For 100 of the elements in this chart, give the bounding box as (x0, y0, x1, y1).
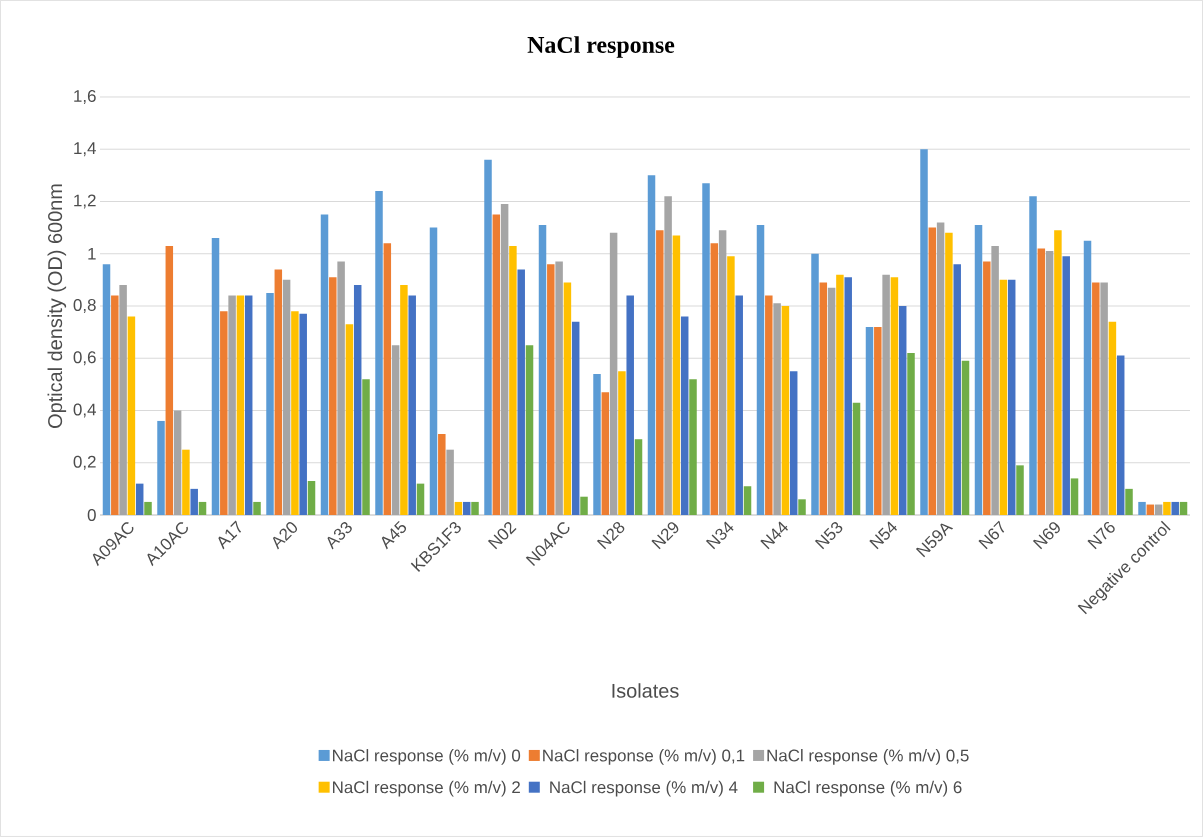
y-tick-label: 0,4 (73, 403, 96, 418)
bar (517, 269, 525, 515)
bar (500, 204, 509, 515)
bar (1070, 478, 1079, 515)
bar (1016, 465, 1024, 515)
bar (111, 295, 119, 515)
bar (798, 499, 806, 515)
bar (945, 232, 953, 515)
bar (710, 243, 719, 515)
y-tick-label: 1,6 (74, 89, 96, 104)
bar (1171, 501, 1179, 515)
bar (844, 277, 852, 515)
bar (634, 439, 643, 515)
bar (1045, 251, 1054, 515)
bar (672, 235, 681, 515)
bar (1092, 282, 1100, 515)
bar (446, 449, 454, 515)
bar (773, 303, 781, 515)
bar (492, 214, 501, 515)
bar (1083, 240, 1092, 515)
bar (173, 410, 182, 515)
bar (907, 353, 915, 515)
bar (329, 277, 337, 515)
y-tick-label: 0,8 (73, 298, 96, 313)
bar (438, 434, 446, 515)
bar (547, 264, 555, 515)
bar (618, 371, 626, 515)
bar (165, 245, 174, 515)
bar (882, 274, 890, 515)
bar (1125, 488, 1133, 515)
bar (429, 227, 438, 515)
bar (735, 295, 743, 515)
bar (375, 191, 383, 515)
x-tick-label: N02 (487, 521, 517, 550)
bar (1029, 196, 1037, 515)
bar (928, 227, 937, 515)
bar (182, 449, 190, 515)
x-tick-label: N54 (869, 521, 897, 550)
bar (1154, 504, 1163, 515)
bar (509, 245, 517, 515)
x-tick-label: N69 (1032, 522, 1060, 550)
bar (253, 501, 261, 515)
bar (991, 245, 999, 515)
bar (593, 373, 601, 515)
bar (157, 420, 165, 515)
legend-label: NaCl response (% m/v) 2 (333, 780, 520, 797)
y-tick-label: 1,2 (74, 194, 96, 209)
bar (320, 214, 329, 515)
x-tick-label: N53 (814, 521, 843, 550)
legend-label: NaCl response (% m/v) 6 (774, 780, 962, 797)
bar (827, 287, 836, 515)
bar (1146, 504, 1155, 515)
bar (852, 402, 861, 515)
bar (299, 313, 307, 515)
bar (525, 345, 534, 515)
bar (391, 345, 400, 515)
bar (337, 261, 345, 515)
bar (1062, 256, 1070, 515)
bar (1007, 279, 1016, 515)
bar (601, 392, 610, 515)
bar (135, 483, 144, 515)
bar (462, 501, 471, 515)
bar (898, 305, 907, 515)
y-tick-label: 1,4 (74, 142, 96, 157)
bar (920, 149, 928, 515)
bar (1116, 355, 1125, 515)
bar (890, 277, 899, 515)
y-tick-label: 0,2 (73, 455, 96, 470)
bar (538, 225, 547, 515)
bar (555, 261, 563, 515)
bar (789, 371, 798, 515)
bar (961, 360, 970, 515)
bar (362, 379, 370, 515)
bar (743, 486, 752, 515)
bar (1163, 501, 1171, 515)
bar (999, 279, 1008, 515)
bar (983, 261, 991, 515)
bar (811, 253, 819, 515)
bar (119, 285, 127, 515)
x-tick-label: N29 (651, 522, 679, 550)
bar (756, 225, 765, 515)
bar (102, 264, 111, 515)
y-tick-label: 0,6 (73, 351, 96, 366)
bar (563, 282, 572, 515)
chart-title: NaCl response (527, 36, 675, 58)
bar (680, 316, 689, 515)
bar (190, 488, 198, 515)
y-tick-label: 0 (87, 508, 96, 521)
bar (836, 274, 844, 515)
legend-label: NaCl response (% m/v) 0,5 (767, 749, 969, 765)
bar (291, 311, 299, 515)
bar (664, 196, 672, 515)
bar (1054, 230, 1062, 515)
bar (571, 321, 580, 515)
bar (656, 230, 664, 515)
x-tick-label: N67 (978, 520, 1005, 550)
bar (244, 295, 253, 515)
x-axis-title: Isolates (612, 683, 679, 698)
y-tick-label: 1 (88, 247, 96, 260)
bar (765, 295, 773, 515)
